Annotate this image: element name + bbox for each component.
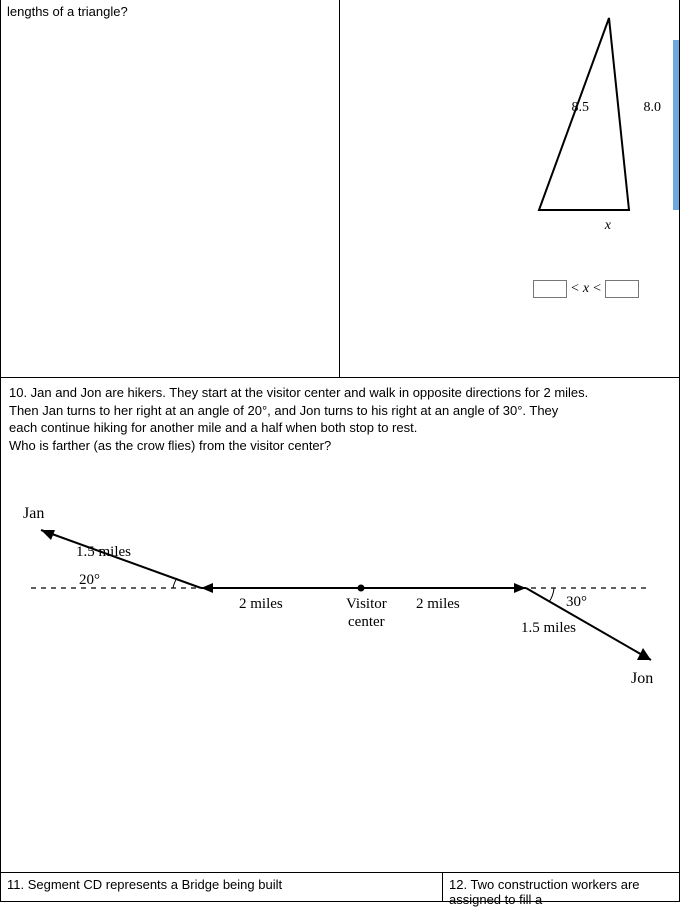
hiker-diagram: Jan 1.5 miles 20° 2 miles Visitor center…	[1, 488, 679, 768]
cell-q9-left: lengths of a triangle?	[1, 0, 340, 377]
answer-box-high[interactable]	[605, 280, 639, 298]
q12-text: 12. Two construction workers are assigne…	[449, 877, 640, 907]
q10-line2: Then Jan turns to her right at an angle …	[9, 403, 558, 418]
cell-q12: 12. Two construction workers are assigne…	[443, 873, 679, 901]
cell-q11: 11. Segment CD represents a Bridge being…	[1, 873, 443, 901]
lt2: <	[593, 281, 601, 297]
inequality-var: x	[583, 281, 589, 297]
bottom-row: 11. Segment CD represents a Bridge being…	[1, 873, 679, 901]
triangle-svg	[499, 10, 659, 250]
top-row: lengths of a triangle? 8.5 8.0 x < x <	[1, 0, 679, 378]
label-visitor1: Visitor	[346, 596, 387, 612]
triangle-figure	[499, 10, 659, 250]
label-jon-dist: 1.5 miles	[521, 620, 576, 636]
label-jan: Jan	[23, 505, 44, 522]
cell-q10: 10. Jan and Jon are hikers. They start a…	[1, 378, 679, 873]
label-jon-angle: 30°	[566, 594, 587, 610]
q10-line3: each continue hiking for another mile an…	[9, 420, 417, 435]
label-2mi-right: 2 miles	[416, 596, 460, 612]
q9-fragment: lengths of a triangle?	[7, 4, 128, 19]
q11-text: 11. Segment CD represents a Bridge being…	[7, 877, 282, 892]
triangle-side-left-label: 8.5	[572, 100, 590, 116]
cell-q9-right: 8.5 8.0 x < x <	[340, 0, 679, 377]
label-2mi-left: 2 miles	[239, 596, 283, 612]
answer-box-low[interactable]	[533, 280, 567, 298]
triangle-base-label: x	[605, 218, 611, 234]
label-visitor2: center	[348, 614, 385, 630]
label-jon: Jon	[631, 670, 653, 687]
lt1: <	[571, 281, 579, 297]
q10-text: 10. Jan and Jon are hikers. They start a…	[9, 384, 671, 454]
accent-bar	[673, 40, 679, 210]
inequality-row: < x <	[533, 280, 639, 298]
worksheet-page: lengths of a triangle? 8.5 8.0 x < x < 1…	[0, 0, 680, 902]
label-jan-dist: 1.5 miles	[76, 544, 131, 560]
triangle-side-right-label: 8.0	[644, 100, 662, 116]
q10-line4: Who is farther (as the crow flies) from …	[9, 438, 331, 453]
q10-line1: 10. Jan and Jon are hikers. They start a…	[9, 385, 588, 400]
label-jan-angle: 20°	[79, 572, 100, 588]
